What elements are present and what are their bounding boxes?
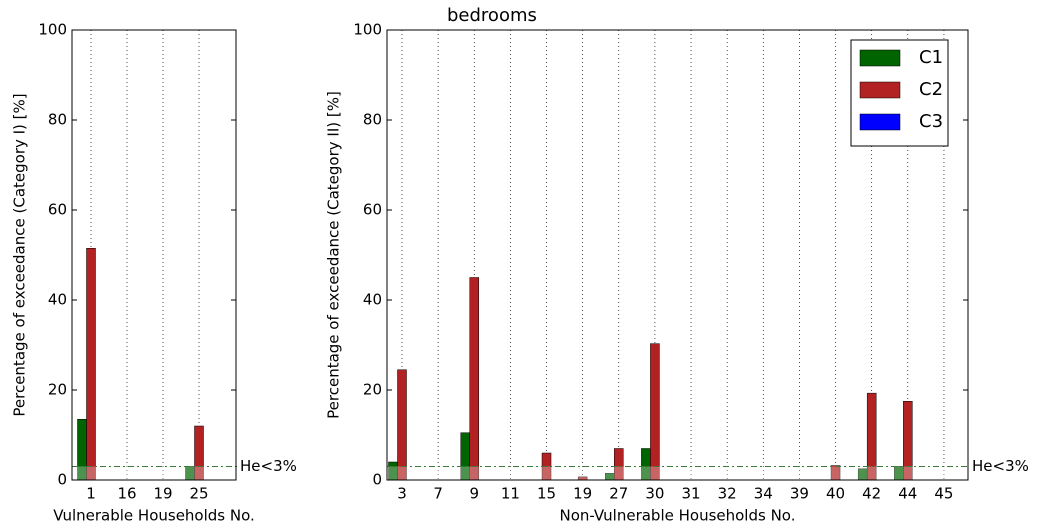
y-axis-label: Percentage of exceedance (Category I) [%… bbox=[11, 93, 29, 416]
x-tick-label: 25 bbox=[189, 485, 208, 503]
legend-swatch bbox=[859, 49, 901, 67]
y-axis-label: Percentage of exceedance (Category II) [… bbox=[325, 91, 343, 419]
y-tick-label: 40 bbox=[48, 291, 67, 309]
y-tick-label: 0 bbox=[57, 471, 67, 489]
x-tick-label: 15 bbox=[537, 485, 556, 503]
x-tick-label: 34 bbox=[754, 485, 773, 503]
x-tick-label: 32 bbox=[718, 485, 737, 503]
x-tick-label: 19 bbox=[153, 485, 172, 503]
axes-frame bbox=[386, 29, 969, 481]
y-tick-label: 100 bbox=[38, 21, 67, 39]
x-tick-label: 40 bbox=[826, 485, 845, 503]
y-tick-label: 20 bbox=[48, 381, 67, 399]
x-tick-label: 16 bbox=[117, 485, 136, 503]
x-tick-label: 9 bbox=[469, 485, 479, 503]
x-axis-label: Vulnerable Households No. bbox=[53, 507, 255, 525]
x-tick-label: 1 bbox=[86, 485, 96, 503]
x-tick-label: 3 bbox=[397, 485, 407, 503]
x-tick-label: 45 bbox=[934, 485, 953, 503]
y-tick-label: 20 bbox=[363, 381, 382, 399]
bar bbox=[397, 369, 407, 481]
legend-swatch bbox=[859, 113, 901, 131]
legend-label: C2 bbox=[919, 79, 943, 100]
chart-title: bedrooms bbox=[447, 5, 537, 26]
x-tick-label: 11 bbox=[501, 485, 520, 503]
x-tick-label: 39 bbox=[790, 485, 809, 503]
x-axis-label: Non-Vulnerable Households No. bbox=[559, 507, 795, 525]
bar bbox=[469, 277, 480, 481]
y-tick-label: 80 bbox=[363, 111, 382, 129]
axes-frame bbox=[71, 29, 237, 481]
threshold-label: He<3% bbox=[240, 457, 297, 475]
threshold-label: He<3% bbox=[972, 457, 1029, 475]
legend-label: C1 bbox=[919, 47, 943, 68]
threshold-band bbox=[72, 466, 236, 480]
legend-label: C3 bbox=[919, 111, 943, 132]
y-tick-label: 0 bbox=[372, 471, 382, 489]
y-tick-label: 80 bbox=[48, 111, 67, 129]
y-tick-label: 100 bbox=[353, 21, 382, 39]
bar bbox=[650, 343, 660, 481]
x-tick-label: 19 bbox=[573, 485, 592, 503]
legend-swatch bbox=[859, 81, 901, 99]
x-tick-label: 27 bbox=[609, 485, 628, 503]
x-tick-label: 31 bbox=[681, 485, 700, 503]
y-tick-label: 60 bbox=[363, 201, 382, 219]
threshold-band bbox=[387, 466, 968, 480]
x-tick-label: 42 bbox=[862, 485, 881, 503]
x-tick-label: 7 bbox=[433, 485, 443, 503]
x-tick-label: 44 bbox=[898, 485, 917, 503]
bar bbox=[86, 248, 96, 481]
y-tick-label: 40 bbox=[363, 291, 382, 309]
y-tick-label: 60 bbox=[48, 201, 67, 219]
x-tick-label: 30 bbox=[645, 485, 664, 503]
